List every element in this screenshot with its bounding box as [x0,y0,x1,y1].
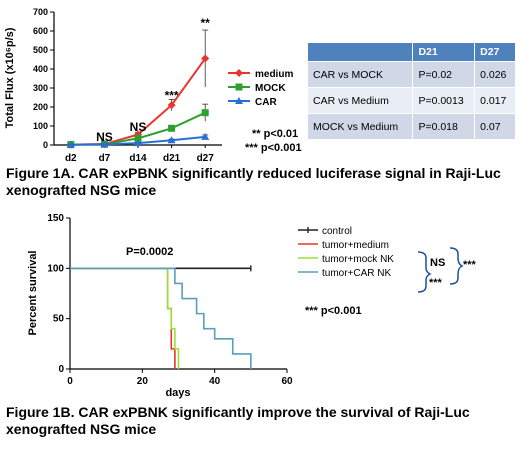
table-cell: P=0.018 [412,113,476,140]
table-cell: CAR vs MOCK [306,61,414,88]
survival-curve-3 [70,267,252,369]
survival-y-axis-label: Percent survival [27,251,39,336]
flux-y-tick-label: 500 [33,45,48,55]
legend-label: MOCK [255,83,286,94]
data-point [134,139,142,147]
table-header-row: D21 D27 [306,42,516,62]
flux-x-axis: d2 d7 d14 d21 d27 [54,144,222,164]
survival-x-tick-label: 60 [281,376,293,387]
flux-x-tick-label: d14 [129,153,147,164]
legend-marker [235,69,243,77]
flux-significance-label: ** [201,16,211,30]
flux-y-tick-label: 400 [33,64,48,74]
flux-significance-label: NS [130,120,147,134]
figure-1a-caption: Figure 1A. CAR exPBNK significantly redu… [6,165,501,198]
table-header-cell [306,42,414,62]
table-cell: MOCK vs Medium [306,113,414,140]
flux-y-tick-label: 600 [33,26,48,36]
flux-y-axis: 0 100 200 300 400 500 600 700 [33,7,55,150]
legend-label: tumor+medium [322,240,389,251]
survival-y-axis: 0 50 100 150 [47,213,71,375]
table-cell: 0.026 [474,61,516,88]
flux-legend: medium MOCK CAR [228,69,293,108]
data-point [167,136,176,144]
table-row: CAR vs MOCK P=0.02 0.026 [306,61,516,88]
table-cell: CAR vs Medium [306,87,414,114]
survival-comparison-brackets: NS *** *** [417,247,477,293]
flux-y-tick-label: 700 [33,7,48,17]
survival-y-tick-label: 50 [53,314,65,325]
flux-y-axis-label: Total Flux (x10⁶p/s) [4,27,16,128]
table-cell: 0.017 [474,87,516,114]
data-point [201,132,210,140]
survival-note-p001: *** p<0.001 [305,305,362,317]
flux-line-chart: Total Flux (x10⁶p/s) 0 100 200 300 400 500 600… [4,7,302,164]
legend-label: medium [255,69,293,80]
flux-y-tick-label: 100 [33,121,48,131]
flux-x-tick-label: d21 [163,153,181,164]
data-point [134,134,142,142]
flux-y-tick-label: 200 [33,102,48,112]
table-cell: 0.07 [474,113,516,140]
bracket-ns-label: NS [430,257,445,269]
table-header-cell: D27 [474,42,516,62]
data-point [66,140,75,148]
flux-y-tick-label: 0 [43,140,48,150]
flux-significance-label: *** [165,88,179,102]
flux-x-tick-label: d27 [197,153,215,164]
data-point [201,54,210,63]
survival-y-tick-label: 0 [58,364,64,375]
survival-y-tick-label: 100 [47,263,64,274]
data-point [168,124,176,132]
legend-label: tumor+mock NK [322,254,394,265]
table-cell: P=0.0013 [412,87,476,114]
figure-1b-caption: Figure 1B. CAR exPBNK significantly impr… [6,404,470,437]
survival-pvalue-annotation: P=0.0002 [126,246,173,258]
legend-marker [235,97,243,104]
bracket-inner-stars: *** [429,277,443,289]
flux-significance-label: NS [96,130,113,144]
survival-x-tick-label: 0 [67,376,73,387]
flux-x-tick-label: d2 [65,153,77,164]
bracket-ns [417,251,432,293]
bracket-outer [449,247,464,285]
table-header-cell: D21 [412,42,476,62]
flux-series [66,29,210,149]
flux-x-tick-label: d7 [99,153,111,164]
bracket-outer-stars: *** [463,259,477,271]
table-cell: P=0.02 [412,61,476,88]
survival-legend: control tumor+medium tumor+mock NK tumor+CA… [298,226,394,279]
flux-y-tick-label: 300 [33,83,48,93]
flux-note-p001: *** p<0.001 [245,142,302,154]
table-row: MOCK vs Medium P=0.018 0.07 [306,113,516,140]
legend-label: CAR [255,97,277,108]
data-point [201,109,209,117]
data-point [100,140,109,148]
table-row: CAR vs Medium P=0.0013 0.017 [306,87,516,114]
survival-curve-1 [70,267,176,369]
survival-x-tick-label: 20 [137,376,149,387]
survival-y-tick-label: 150 [47,213,64,224]
legend-label: control [322,226,352,237]
data-point [167,101,176,110]
survival-curve-2 [70,267,180,369]
flux-note-p01: ** p<0.01 [252,128,298,140]
survival-x-axis-label: days [165,387,190,399]
survival-x-axis: 0 20 40 60 [67,368,293,387]
legend-marker [235,83,243,91]
legend-label: tumor+CAR NK [322,268,392,279]
pvalue-table: D21 D27 CAR vs MOCK P=0.02 0.026 CAR vs … [306,42,516,140]
survival-series [70,265,252,369]
survival-x-tick-label: 40 [209,376,221,387]
